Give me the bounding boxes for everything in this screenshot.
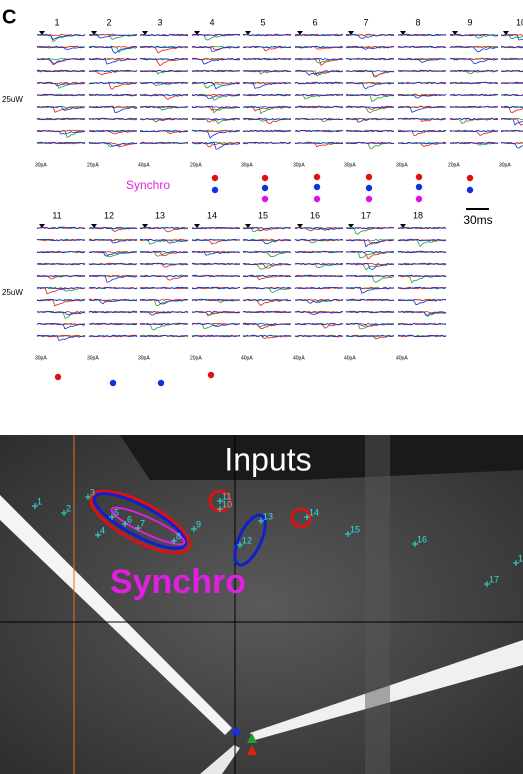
image-title: Inputs (224, 441, 311, 477)
condition-dot (314, 184, 320, 190)
scale-label: 40pA (344, 355, 356, 361)
trace (295, 239, 343, 241)
figure: C 25uW 1 30pA 2 20pA 3 40pA 4 20pA 5 30pA 6 30pA 7 30p… (0, 0, 523, 774)
power-label: 25uW (2, 288, 23, 297)
column-number: 15 (258, 210, 268, 220)
trace (37, 35, 85, 40)
cell-label: 4 (100, 525, 105, 535)
scale-label: 30pA (293, 162, 305, 168)
cell-label: 18 (518, 553, 523, 563)
scale-label: 20pA (448, 162, 460, 168)
condition-dot (416, 196, 422, 202)
scale-label: 40pA (293, 355, 305, 361)
scale-label: 30pA (241, 162, 253, 168)
scale-label: 30pA (35, 162, 47, 168)
cell-label: 16 (417, 534, 427, 544)
cell-label: 8 (176, 531, 181, 541)
condition-dot (262, 175, 268, 181)
scale-label: 40pA (241, 355, 253, 361)
condition-dot (262, 185, 268, 191)
condition-dot (262, 196, 268, 202)
column-number: 16 (310, 210, 320, 220)
cell-label: 6 (127, 514, 132, 524)
column-number: 11 (52, 210, 61, 220)
column-number: 2 (106, 17, 111, 27)
cell-label: 7 (140, 518, 145, 528)
scale-label: 30pA (35, 355, 47, 361)
condition-dot (366, 185, 372, 191)
trace (295, 94, 343, 95)
trace (37, 35, 85, 42)
condition-dot (212, 175, 218, 181)
cell-label: 11 (222, 491, 231, 501)
trace (89, 299, 137, 304)
cell-label: 1 (37, 496, 42, 506)
scale-label: 40pA (396, 355, 408, 361)
condition-dot (467, 187, 473, 193)
condition-dot (314, 174, 320, 180)
scale-label: 30pA (87, 355, 99, 361)
time-scale-label: 30ms (463, 213, 492, 227)
micrograph: Inputs Synchro 1234567891011121314151617… (0, 430, 523, 774)
cell-label: 3 (90, 487, 95, 497)
column-number: 4 (209, 17, 214, 27)
scale-label: 40pA (138, 162, 150, 168)
condition-dot (208, 372, 214, 378)
column-number: 1 (54, 17, 59, 27)
power-label: 25uW (2, 95, 23, 104)
synchro-label: Synchro (126, 178, 170, 192)
column-number: 18 (413, 210, 423, 220)
column-number: 3 (157, 17, 162, 27)
condition-dot (314, 196, 320, 202)
traces: 25uW 1 30pA 2 20pA 3 40pA 4 20pA 5 30pA 6 30pA 7 30pA 8… (2, 17, 523, 386)
panel-label: C (2, 6, 16, 28)
cell-label: 12 (242, 535, 252, 545)
cell-label: 5 (114, 507, 119, 517)
cell-label: 14 (309, 507, 319, 517)
cell-label: 9 (196, 519, 201, 529)
column-number: 8 (415, 17, 420, 27)
condition-dot (366, 174, 372, 180)
trace (398, 59, 446, 63)
trace (243, 323, 291, 324)
image-synchro-label: Synchro (110, 563, 246, 601)
cell-label: 13 (263, 511, 273, 521)
trace (501, 70, 523, 74)
trace (295, 118, 343, 119)
column-number: 17 (361, 210, 371, 220)
condition-dot (55, 374, 61, 380)
column-number: 13 (155, 210, 165, 220)
scale-label: 30pA (138, 355, 150, 361)
column-number: 10 (516, 17, 523, 27)
column-number: 6 (312, 17, 317, 27)
trace (346, 252, 394, 258)
condition-dot (158, 380, 164, 386)
condition-dot (212, 187, 218, 193)
column-number: 9 (467, 17, 472, 27)
scale-label: 30pA (344, 162, 356, 168)
condition-dot (110, 380, 116, 386)
cell-label: 15 (350, 524, 360, 534)
scale-label: 20pA (190, 355, 202, 361)
condition-dot (467, 175, 473, 181)
condition-dot (366, 196, 372, 202)
stim-marker (194, 224, 200, 228)
trace (89, 240, 137, 243)
cell-label: 17 (489, 574, 499, 584)
column-number: 7 (363, 17, 368, 27)
condition-dot (416, 174, 422, 180)
scale-label: 20pA (190, 162, 202, 168)
column-number: 12 (104, 210, 114, 220)
scale-label: 30pA (396, 162, 408, 168)
condition-dot (416, 184, 422, 190)
column-number: 14 (207, 210, 217, 220)
scale-label: 30pA (499, 162, 511, 168)
scale-label: 20pA (87, 162, 99, 168)
trace (192, 106, 240, 108)
column-number: 5 (260, 17, 265, 27)
cell-label: 2 (66, 503, 71, 513)
